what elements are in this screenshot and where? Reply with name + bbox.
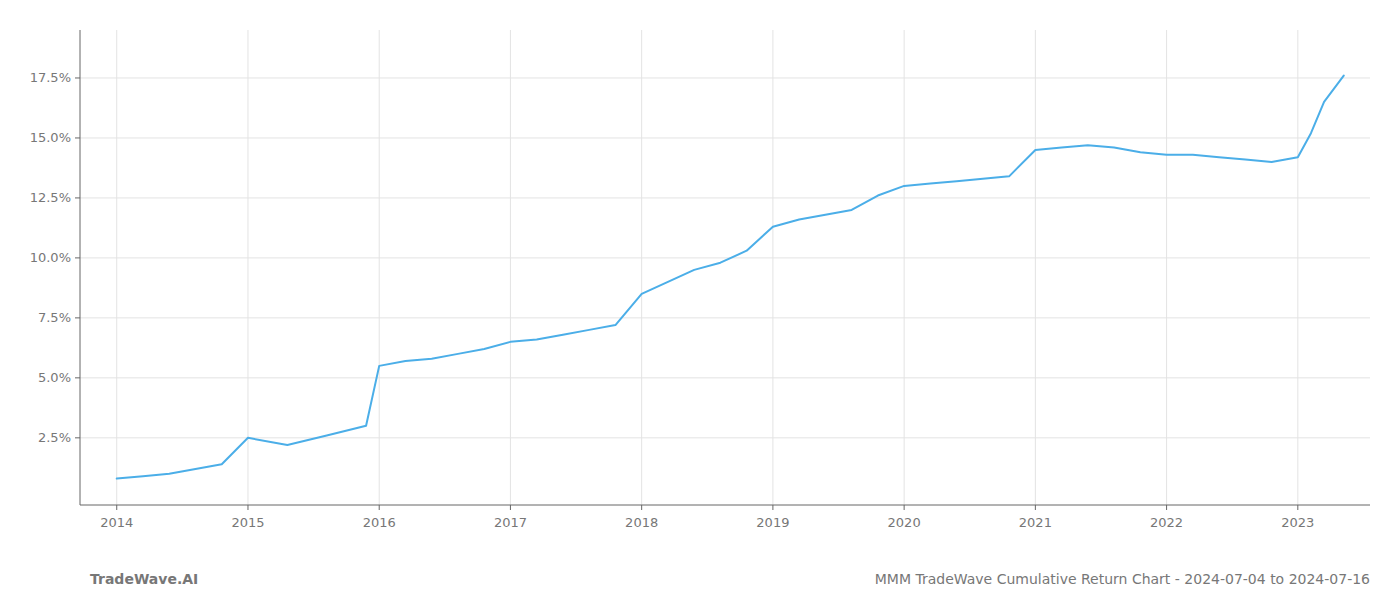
tick-x xyxy=(1297,505,1298,510)
footer: TradeWave.AI MMM TradeWave Cumulative Ret… xyxy=(90,571,1370,587)
grid-line-x xyxy=(1297,30,1298,505)
tick-y xyxy=(75,437,80,438)
annotation: TradeWave.AI xyxy=(90,571,198,587)
tick-label-x: 2014 xyxy=(100,515,133,530)
grid-line-y xyxy=(80,437,1370,438)
tick-label-x: 2016 xyxy=(363,515,396,530)
grid-line-y xyxy=(80,137,1370,138)
grid-line-x xyxy=(379,30,380,505)
tick-label-x: 2020 xyxy=(888,515,921,530)
grid-line-y xyxy=(80,77,1370,78)
axes: 2014 2015 2016 2017 2018 2019 2020 2021 2022 2023… xyxy=(30,30,1370,530)
grid-line-y xyxy=(80,317,1370,318)
grid-line-y xyxy=(80,377,1370,378)
tick-label-x: 2022 xyxy=(1150,515,1183,530)
tick-y xyxy=(75,257,80,258)
tick-x xyxy=(904,505,905,510)
background xyxy=(0,0,1400,600)
tick-label-x: 2019 xyxy=(756,515,789,530)
tick-y xyxy=(75,197,80,198)
tick-label-x: 2018 xyxy=(625,515,658,530)
tick-x xyxy=(1035,505,1036,510)
tick-x xyxy=(379,505,380,510)
tick-x xyxy=(116,505,117,510)
tick-y xyxy=(75,137,80,138)
tick-label-y: 10.0% xyxy=(30,250,71,265)
grid-line-x xyxy=(772,30,773,505)
return-line xyxy=(117,76,1344,479)
plot-area xyxy=(117,76,1344,479)
grid-line-x xyxy=(1035,30,1036,505)
grid-line-x xyxy=(116,30,117,505)
tick-label-y: 2.5% xyxy=(38,430,71,445)
tick-label-x: 2017 xyxy=(494,515,527,530)
tick-label-x: 2015 xyxy=(231,515,264,530)
grid-line-y xyxy=(80,257,1370,258)
tick-x xyxy=(1166,505,1167,510)
tick-label-x: 2023 xyxy=(1281,515,1314,530)
title: MMM TradeWave Cumulative Return Chart - … xyxy=(875,571,1370,587)
x-axis-line xyxy=(80,505,1370,506)
tick-y xyxy=(75,77,80,78)
tick-label-y: 5.0% xyxy=(38,370,71,385)
tick-y xyxy=(75,317,80,318)
tick-label-x: 2021 xyxy=(1019,515,1052,530)
tick-x xyxy=(247,505,248,510)
grid-line-x xyxy=(247,30,248,505)
grid-line-x xyxy=(1166,30,1167,505)
y-axis-line xyxy=(80,30,81,505)
tick-label-y: 15.0% xyxy=(30,130,71,145)
tick-label-y: 7.5% xyxy=(38,310,71,325)
tick-x xyxy=(772,505,773,510)
grid-line-y xyxy=(80,197,1370,198)
tick-x xyxy=(641,505,642,510)
tick-label-y: 17.5% xyxy=(30,70,71,85)
grid xyxy=(80,30,1370,505)
grid-line-x xyxy=(641,30,642,505)
grid-line-x xyxy=(510,30,511,505)
grid-line-x xyxy=(904,30,905,505)
tick-label-y: 12.5% xyxy=(30,190,71,205)
tick-y xyxy=(75,377,80,378)
tick-x xyxy=(510,505,511,510)
chart: 2014 2015 2016 2017 2018 2019 2020 2021 2022 2023… xyxy=(0,0,1400,600)
